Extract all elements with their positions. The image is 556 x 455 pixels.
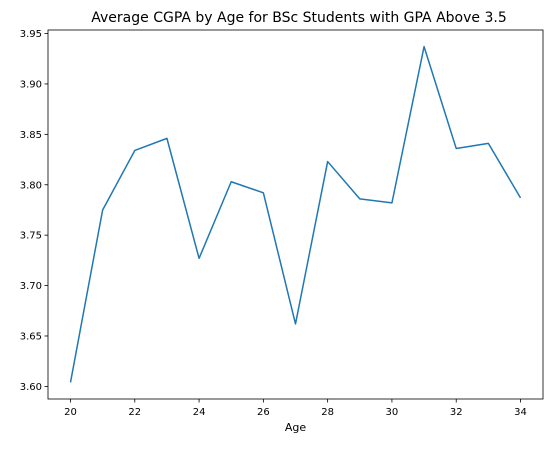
plot-frame	[47, 29, 544, 400]
x-tick-label: 20	[64, 407, 77, 418]
y-tick-label: 3.65	[20, 331, 42, 342]
x-tick-label: 34	[514, 407, 527, 418]
x-tick-label: 30	[386, 407, 399, 418]
x-axis-label: Age	[285, 421, 307, 434]
chart-title: Average CGPA by Age for BSc Students wit…	[91, 10, 506, 26]
y-tick-label: 3.85	[20, 130, 42, 141]
x-tick-label: 24	[193, 407, 206, 418]
x-tick-label: 32	[450, 407, 463, 418]
y-tick-label: 3.75	[20, 231, 42, 242]
y-tick-label: 3.80	[20, 180, 42, 191]
series-line	[69, 45, 522, 383]
y-tick-label: 3.60	[20, 382, 42, 393]
y-tick-label: 3.70	[20, 281, 42, 292]
plot-area	[69, 45, 522, 383]
y-tick-label: 3.90	[20, 79, 42, 90]
x-tick-label: 28	[321, 407, 334, 418]
x-tick-label: 22	[128, 407, 141, 418]
y-tick-label: 3.95	[20, 29, 42, 40]
x-tick-label: 26	[257, 407, 270, 418]
x-axis: 20 22 24 26 28 30 32 34	[64, 399, 527, 418]
y-axis: 3.60 3.65 3.70 3.75 3.80 3.85 3.90 3.95	[20, 29, 48, 393]
